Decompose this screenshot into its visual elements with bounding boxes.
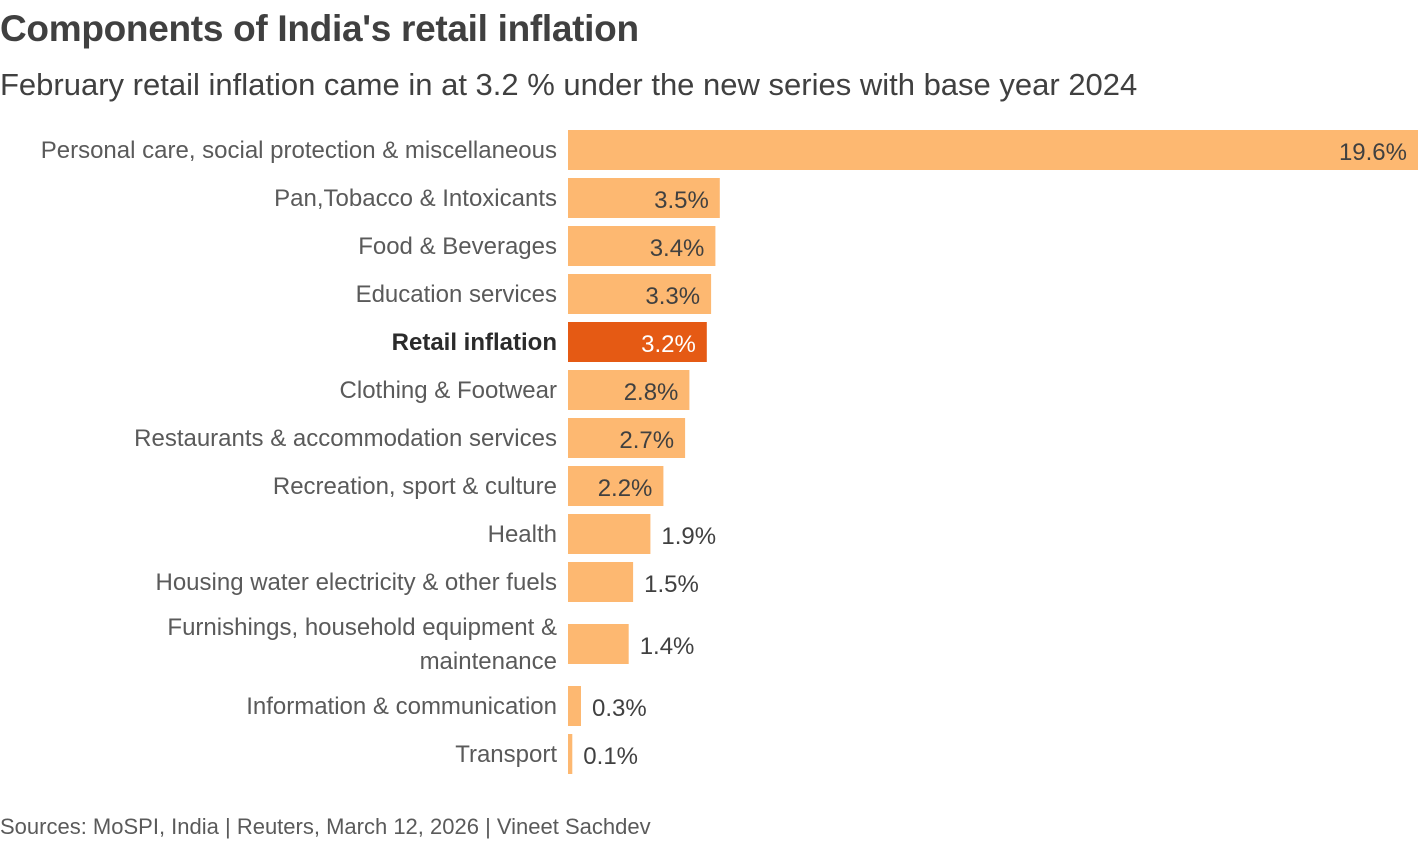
bar	[568, 624, 629, 664]
value-label: 2.8%	[624, 379, 679, 406]
value-label: 2.7%	[619, 427, 674, 454]
bar	[568, 734, 573, 774]
bar-chart: Personal care, social protection & misce…	[41, 130, 1418, 774]
bar	[568, 322, 707, 362]
bar	[568, 514, 651, 554]
bar	[568, 686, 581, 726]
category-label: Food & Beverages	[358, 233, 557, 260]
category-label: Transport	[455, 741, 557, 768]
category-label: Retail inflation	[392, 329, 557, 356]
bar	[568, 370, 690, 410]
category-label: Recreation, sport & culture	[273, 473, 557, 500]
bar	[568, 130, 1418, 170]
bar	[568, 226, 716, 266]
category-label: Furnishings, household equipment & mainte…	[167, 614, 557, 675]
category-label: Restaurants & accommodation services	[134, 425, 557, 452]
value-label: 3.2%	[641, 331, 696, 358]
chart-subtitle: February retail inflation came in at 3.2…	[0, 67, 1138, 102]
source-note: Sources: MoSPI, India | Reuters, March 1…	[0, 814, 651, 839]
value-label: 0.3%	[592, 695, 647, 722]
chart-title: Components of India's retail inflation	[0, 8, 639, 49]
category-label: Health	[488, 521, 557, 548]
category-label: Information & communication	[246, 693, 557, 720]
category-label: Personal care, social protection & misce…	[41, 137, 557, 164]
bar	[568, 178, 720, 218]
bar	[568, 562, 634, 602]
category-label: Education services	[356, 281, 557, 308]
bar	[568, 466, 664, 506]
value-label: 3.3%	[645, 283, 700, 310]
value-label: 0.1%	[583, 743, 638, 770]
bar	[568, 418, 686, 458]
bar	[568, 274, 712, 314]
category-label: Pan,Tobacco & Intoxicants	[274, 185, 557, 212]
value-label: 1.9%	[661, 523, 716, 550]
value-label: 1.5%	[644, 571, 699, 598]
category-label: Clothing & Footwear	[340, 377, 557, 404]
value-label: 2.2%	[598, 475, 653, 502]
value-label: 3.5%	[654, 187, 709, 214]
value-label: 3.4%	[650, 235, 705, 262]
category-label: Housing water electricity & other fuels	[155, 569, 557, 596]
value-label: 19.6%	[1339, 139, 1407, 166]
value-label: 1.4%	[640, 633, 695, 660]
